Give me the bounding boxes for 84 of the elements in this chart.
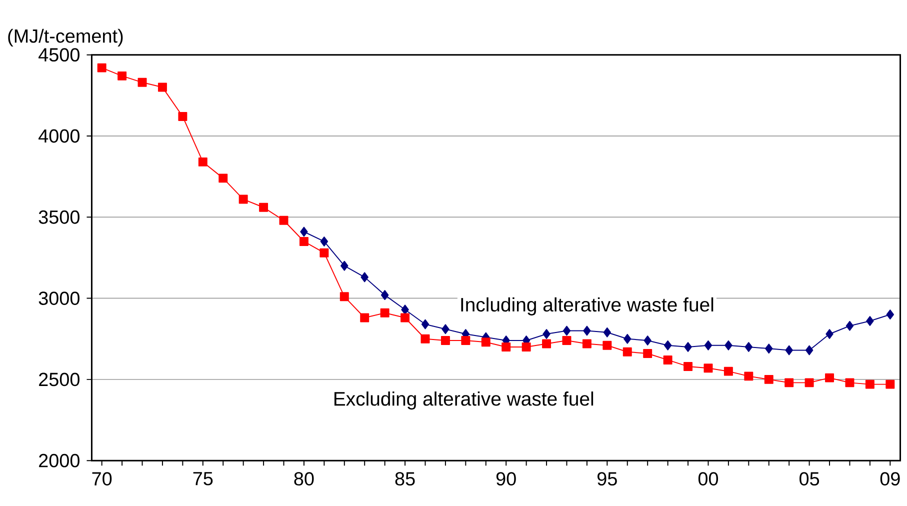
x-tick-label: 85 (395, 472, 415, 486)
point (805, 345, 814, 355)
point (784, 378, 794, 387)
point (704, 340, 712, 350)
point (198, 157, 208, 166)
point (764, 374, 774, 384)
point (279, 216, 288, 225)
point (684, 342, 692, 352)
y-tick-label: 3000 (38, 291, 80, 305)
x-tick-label: 90 (496, 472, 516, 486)
x-tick-label: 95 (598, 472, 617, 486)
point (542, 328, 550, 339)
point (442, 324, 450, 334)
text: Excluding alterative waste fuel (334, 391, 594, 410)
y-tick-label: 2500 (39, 372, 80, 386)
point (320, 236, 328, 246)
point (724, 366, 733, 376)
point (582, 339, 592, 348)
point (380, 308, 390, 318)
point (320, 248, 329, 258)
point (583, 326, 591, 336)
y-tick-label: 2000 (39, 454, 80, 468)
point (300, 226, 308, 237)
point (744, 342, 753, 352)
x-tick-label: 09 (880, 472, 900, 486)
y-tick-label: 3500 (38, 210, 80, 224)
point (218, 173, 228, 182)
point (380, 290, 389, 300)
point (238, 194, 248, 204)
point (886, 309, 894, 320)
point (299, 236, 308, 246)
point (643, 348, 652, 358)
point (562, 336, 572, 345)
point (138, 78, 147, 87)
point (97, 63, 106, 72)
point (886, 380, 895, 389)
point (603, 327, 612, 338)
point (340, 260, 348, 271)
point (502, 342, 511, 352)
y-tick-label: 4500 (38, 48, 80, 62)
point (744, 371, 754, 380)
point (259, 202, 268, 212)
point (622, 347, 632, 356)
y-axis-title: (MJ/t-cement) (8, 28, 123, 46)
x-tick-label: 00 (698, 472, 718, 486)
point (340, 292, 349, 301)
point (804, 378, 814, 387)
point (663, 355, 672, 364)
point (420, 334, 430, 344)
point (624, 334, 632, 344)
point (158, 82, 167, 92)
x-tick-label: 80 (294, 472, 314, 486)
point (178, 112, 188, 121)
point (602, 340, 612, 350)
point (360, 272, 368, 282)
point (684, 362, 693, 371)
x-tick-label: 05 (800, 472, 820, 486)
point (724, 340, 732, 350)
point (461, 336, 470, 345)
x-tick-label: 75 (193, 472, 213, 486)
point (765, 343, 773, 354)
point (785, 345, 793, 355)
point (562, 326, 571, 336)
point (704, 363, 713, 372)
point (522, 342, 531, 352)
point (360, 313, 370, 322)
point (866, 316, 874, 326)
point (401, 304, 409, 314)
point (481, 337, 490, 346)
point (400, 313, 410, 322)
point (440, 336, 450, 345)
series-label: Including alterative waste fuel (461, 297, 714, 316)
point (542, 339, 552, 348)
x-tick-label: 70 (92, 472, 112, 486)
point (664, 340, 672, 350)
point (846, 320, 854, 331)
y-tick-label: 4000 (38, 129, 80, 142)
point (845, 378, 854, 387)
point (865, 380, 874, 389)
point (644, 335, 652, 346)
point (421, 319, 430, 330)
point (826, 328, 834, 339)
point (118, 71, 127, 80)
point (825, 373, 834, 382)
